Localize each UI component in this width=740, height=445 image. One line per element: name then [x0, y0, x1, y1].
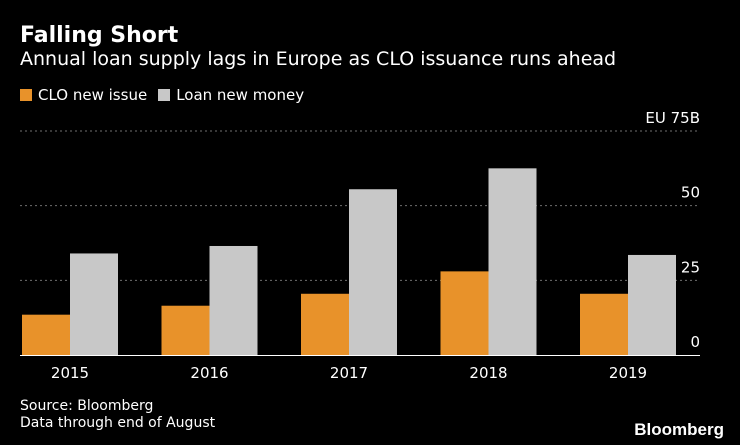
bar-clo-new-issue-2019 — [580, 293, 628, 355]
chart-subtitle: Annual loan supply lags in Europe as CLO… — [20, 48, 617, 70]
footer: Source: Bloomberg Data through end of Au… — [20, 398, 215, 432]
y-tick-label-75: EU 75B — [645, 109, 700, 127]
bar-loan-new-money-2017 — [349, 189, 397, 355]
legend-swatch-clo — [20, 89, 32, 101]
legend-item-clo: CLO new issue — [20, 86, 147, 104]
x-tick-label-2015: 2015 — [51, 364, 89, 382]
x-tick-label-2018: 2018 — [469, 364, 507, 382]
bar-loan-new-money-2015 — [70, 253, 118, 355]
x-tick-label-2016: 2016 — [190, 364, 228, 382]
bloomberg-logo: Bloomberg — [634, 420, 724, 439]
data-note: Data through end of August — [20, 415, 216, 431]
bar-loan-new-money-2016 — [209, 245, 258, 355]
bar-clo-new-issue-2017 — [301, 293, 349, 355]
bar-loan-new-money-2018 — [488, 168, 537, 355]
y-tick-label-0: 0 — [690, 333, 700, 351]
bar-loan-new-money-2019 — [628, 254, 676, 355]
x-tick-label-2019: 2019 — [609, 364, 647, 382]
legend-item-loan: Loan new money — [158, 86, 304, 104]
legend: CLO new issue Loan new money — [20, 86, 315, 104]
y-tick-label-50: 50 — [681, 184, 700, 202]
x-tick-label-2017: 2017 — [330, 364, 368, 382]
bar-clo-new-issue-2015 — [22, 314, 70, 355]
bar-clo-new-issue-2018 — [440, 271, 489, 355]
legend-label-loan: Loan new money — [176, 86, 305, 104]
y-tick-label-25: 25 — [681, 258, 700, 276]
chart-title: Falling Short — [20, 23, 179, 48]
legend-swatch-loan — [158, 89, 171, 101]
source-note: Source: Bloomberg — [20, 398, 154, 414]
bar-clo-new-issue-2016 — [161, 305, 210, 355]
legend-label-clo: CLO new issue — [38, 86, 148, 104]
